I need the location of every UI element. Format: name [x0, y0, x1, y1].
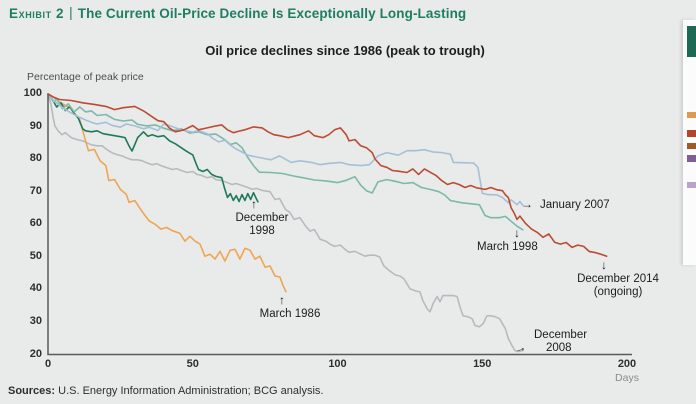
annotation-december-1998: December 1998	[235, 212, 289, 237]
edge-mark-light-purple-dash	[687, 182, 696, 188]
sources-text: U.S. Energy Information Administration; …	[55, 385, 324, 397]
header-divider: |	[69, 5, 73, 20]
edge-mark-red-dash	[687, 130, 696, 137]
x-tick-label: 50	[186, 358, 199, 370]
annotation-december-2008: December 2008	[534, 329, 588, 354]
x-axis-unit-label: Days	[615, 372, 639, 384]
y-tick-label: 90	[29, 119, 42, 132]
y-tick-label: 40	[29, 282, 42, 295]
y-tick-label: 60	[29, 217, 42, 230]
annotation-arrow-down-icon: ↓	[514, 226, 520, 240]
annotation-arrow-right-icon: →	[521, 197, 533, 211]
exhibit-title: The Current Oil-Price Decline Is Excepti…	[77, 6, 467, 21]
series-line-december-2014-ongoing	[47, 93, 608, 258]
series-line-march-1998	[47, 93, 524, 231]
series-line-december-1998	[47, 93, 259, 203]
edge-mark-purple-dash	[687, 155, 696, 162]
annotation-january-2007: January 2007	[540, 199, 610, 211]
y-tick-label: 50	[29, 249, 42, 262]
annotation-march-1998: March 1998	[477, 241, 538, 253]
y-axis-label: Percentage of peak price	[27, 71, 144, 83]
edge-mark-green-title-block	[687, 26, 696, 57]
y-tick-label: 70	[29, 184, 42, 197]
chart-axes	[47, 94, 632, 356]
y-tick-label: 80	[29, 152, 42, 165]
exhibit-label: Exhibit 2	[9, 6, 65, 21]
series-line-december-2008	[47, 93, 524, 353]
sources-line: Sources: U.S. Energy Information Adminis…	[8, 385, 323, 397]
annotation-december-2014: December 2014 (ongoing)	[577, 273, 659, 298]
y-tick-label: 30	[29, 314, 42, 327]
exhibit-header: Exhibit 2 | The Current Oil-Price Decline …	[9, 5, 669, 21]
y-tick-label: 20	[29, 347, 42, 360]
sources-label: Sources:	[8, 385, 56, 397]
x-tick-label: 0	[44, 358, 52, 370]
x-tick-label: 100	[328, 358, 347, 370]
series-line-january-2007	[47, 93, 524, 207]
edge-mark-orange-dash	[687, 112, 696, 118]
next-page-edge	[683, 20, 696, 265]
annotation-march-1986: March 1986	[259, 308, 321, 320]
chart-title: Oil price declines since 1986 (peak to t…	[205, 43, 485, 58]
series-line-march-1986	[47, 93, 287, 293]
edge-mark-brown-dash	[687, 143, 696, 149]
x-tick-label: 150	[473, 358, 492, 370]
y-tick-label: 100	[23, 87, 42, 99]
annotation-arrow-down-icon: ↓	[601, 258, 607, 272]
annotation-arrow-up-icon: ↑	[279, 293, 285, 307]
x-tick-label: 200	[617, 358, 637, 370]
annotation-arrow-up-icon: ↑	[251, 197, 257, 211]
